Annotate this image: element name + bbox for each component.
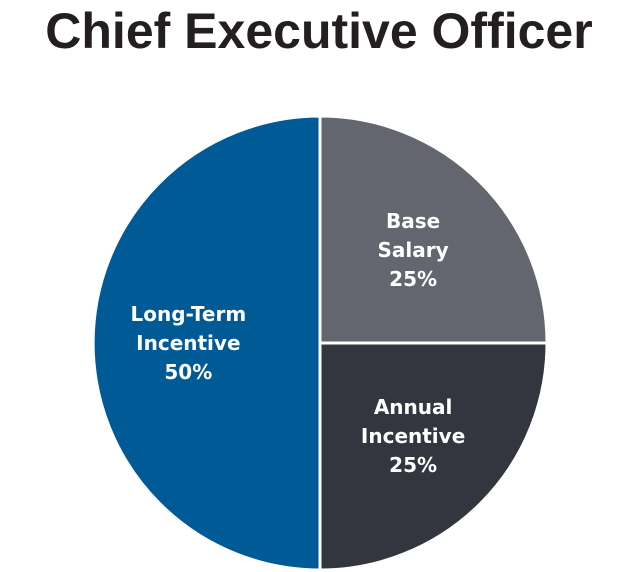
pie-slice-base-salary [318,114,549,345]
pie-label-line: 25% [389,453,437,477]
pie-label-line: Base [386,209,440,233]
pie-label-line: Annual [374,395,453,419]
pie-label-line: Incentive [361,424,465,448]
pie-labels: Base Salary 25% Annual Incentive 25% Long-Term… [131,209,466,477]
pie-label-line: 50% [164,360,212,384]
pie-label-base-salary: Base Salary 25% [378,209,449,291]
pie-label-line: 25% [389,267,437,291]
pie-label-line: Incentive [136,331,240,355]
pie-slice-long-term-incentive [91,114,322,572]
pie-slices [91,114,549,572]
chart-title: Chief Executive Officer [45,3,593,59]
pie-label-line: Long-Term [131,302,247,326]
pie-label-line: Salary [378,238,449,262]
pie-label-long-term-incentive: Long-Term Incentive 50% [131,302,247,384]
pie-slice-annual-incentive [318,341,549,572]
pie-label-annual-incentive: Annual Incentive 25% [361,395,465,477]
